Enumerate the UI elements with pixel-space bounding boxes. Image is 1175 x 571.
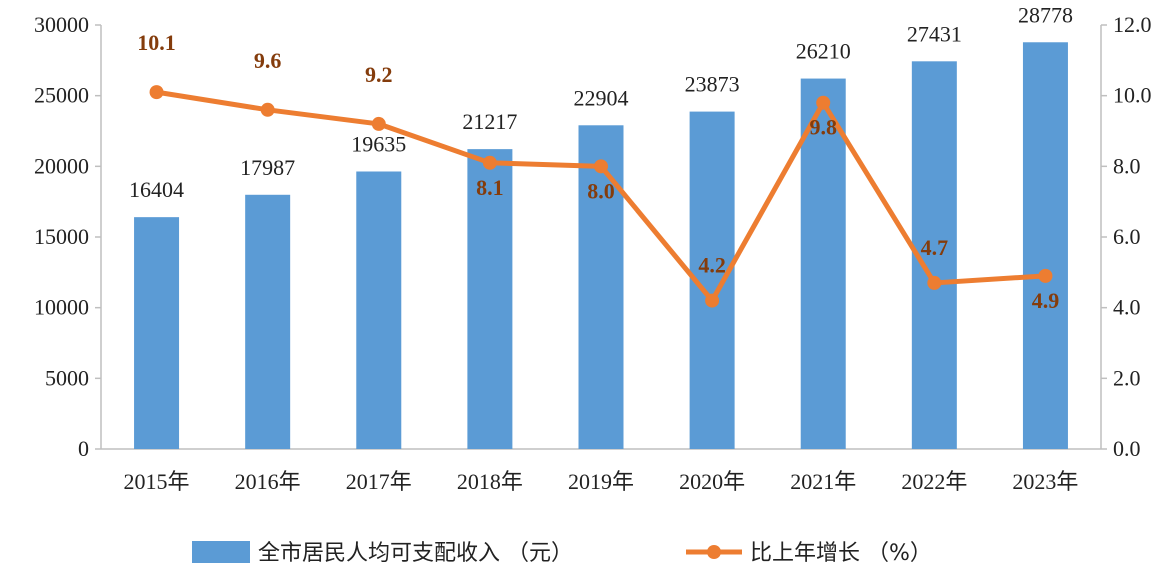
right-tick-label: 2.0 [1113,365,1141,390]
line-point [594,159,608,174]
right-tick-label: 12.0 [1113,12,1152,37]
line-point [260,102,275,117]
left-tick-label: 30000 [34,12,89,37]
line-point [1038,268,1053,283]
right-tick-label: 4.0 [1113,295,1141,320]
line-series [149,85,1053,308]
x-tick-label: 2018年 [457,469,523,494]
line-point [927,275,942,290]
bar-value-label: 21217 [462,109,517,134]
left-tick-label: 10000 [34,295,89,320]
legend-line-label: 比上年增长 （%） [750,541,932,566]
line-point [816,95,831,110]
line-value-label: 9.2 [365,62,393,87]
left-tick-label: 20000 [34,153,89,178]
line-value-label: 8.1 [476,175,504,200]
bar-value-label: 26210 [796,39,851,64]
bar [467,149,513,450]
left-tick-label: 15000 [34,224,89,249]
x-tick-label: 2022年 [901,469,967,494]
x-tick-label: 2019年 [568,469,634,494]
bar [1022,42,1068,449]
data-labels: 16404 17987 19635 21217 22904 23873 26210 27431… [129,2,1073,313]
left-tick-label: 25000 [34,83,89,108]
x-tick-label: 2015年 [124,469,190,494]
bar-value-label: 19635 [351,131,406,156]
legend-bar-label: 全市居民人均可支配收入 （元） [258,541,573,566]
x-tick-label: 2016年 [235,469,301,494]
line-value-label: 9.8 [809,115,837,140]
bar-value-label: 22904 [574,85,629,110]
x-tick-label: 2017年 [346,469,412,494]
bar-series [134,42,1068,450]
bar [578,125,624,449]
bar-value-label: 16404 [129,177,184,202]
line-value-label: 4.7 [921,235,949,260]
right-tick-label: 6.0 [1113,224,1141,249]
x-tick-label: 2020年 [679,469,745,494]
right-tick-label: 0.0 [1113,436,1141,461]
bar-value-label: 23873 [685,72,740,97]
left-tick-label: 0 [78,436,89,461]
line-point [371,116,386,131]
line-value-label: 4.9 [1032,288,1060,313]
line-value-label: 8.0 [587,178,615,203]
bar [356,171,402,449]
legend-bar-swatch [192,541,250,563]
line-value-label: 10.1 [137,30,176,55]
right-tick-label: 8.0 [1113,153,1141,178]
bar-value-label: 17987 [240,155,295,180]
x-tick-label: 2023年 [1012,469,1078,494]
left-tick-label: 5000 [45,365,89,390]
bar-value-label: 27431 [907,21,962,46]
chart-axes: 0 5000 10000 15000 20000 25000 30000 0.0 2.0 4.0 6… [34,12,1152,494]
bar [134,217,180,449]
legend: 全市居民人均可支配收入 （元） 比上年增长 （%） [192,541,932,566]
line-value-label: 4.2 [698,253,726,278]
right-tick-label: 10.0 [1113,83,1152,108]
x-tick-label: 2021年 [790,469,856,494]
bar-value-label: 28778 [1018,2,1073,27]
line-point [149,85,164,100]
legend-line-marker [707,545,721,559]
bar [800,78,846,449]
line-point [705,293,720,308]
line-point [482,155,497,170]
bar [245,194,291,449]
line-value-label: 9.6 [254,48,282,73]
